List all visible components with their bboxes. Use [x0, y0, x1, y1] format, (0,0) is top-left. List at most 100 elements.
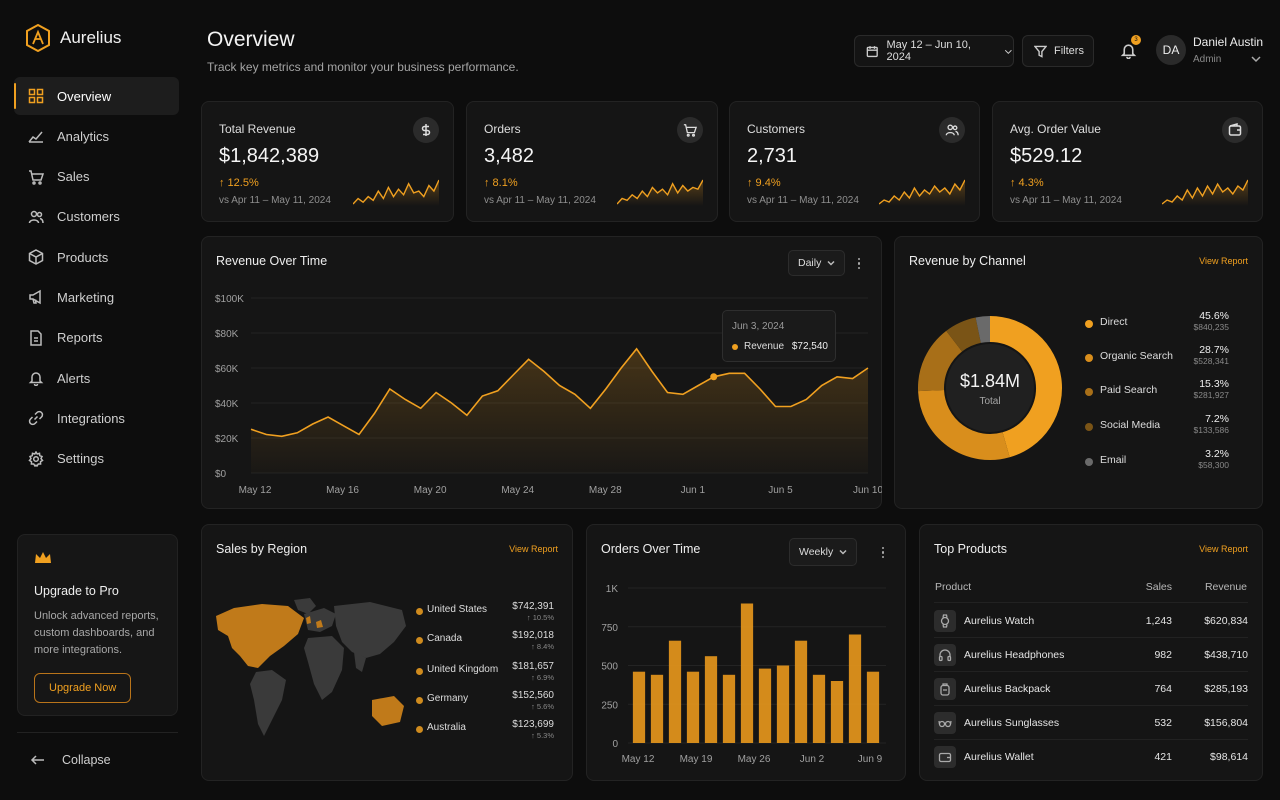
tooltip-date: Jun 3, 2024: [732, 321, 785, 332]
link-icon: [28, 411, 44, 426]
product-revenue: $98,614: [1210, 751, 1248, 763]
sparkline-area: [617, 180, 703, 206]
calendar-icon: [866, 45, 878, 57]
avatar[interactable]: DA: [1156, 35, 1186, 65]
collapse-label: Collapse: [62, 753, 111, 767]
donut-slice: [989, 316, 1062, 458]
sidebar-nav: Overview Analytics Sales Customers Produ…: [14, 77, 179, 480]
orders-chart: 0 250 500 750 1K May 12 May 19 May 26 Jun 2 Jun 9: [601, 584, 886, 765]
table-row[interactable]: Aurelius Headphones 982 $438,710: [934, 639, 1248, 673]
sidebar-item-settings[interactable]: Settings: [14, 440, 179, 478]
tooltip-dot: [732, 344, 738, 350]
card-title: Revenue Over Time: [216, 254, 328, 268]
view-report-link[interactable]: View Report: [1199, 256, 1248, 266]
top-products-card: Top Products View Report: [919, 524, 1263, 781]
kpi-value: 2,731: [747, 145, 798, 167]
channel-value: $528,341: [1193, 356, 1229, 366]
region-change: ↑ 5.3%: [531, 731, 554, 740]
region-change: ↑ 10.5%: [526, 613, 554, 622]
period-select[interactable]: Daily: [788, 250, 846, 276]
table-row[interactable]: Aurelius Backpack 764 $285,193: [934, 673, 1248, 707]
region-row[interactable]: United States $742,391 ↑ 10.5%: [416, 601, 556, 624]
product-name: Aurelius Headphones: [964, 649, 1065, 661]
chart-tooltip: Jun 3, 2024 Revenue $72,540: [722, 310, 836, 362]
product-sales: 982: [1154, 649, 1172, 661]
arrow-left-icon: [30, 755, 44, 765]
period-select[interactable]: Weekly: [789, 538, 858, 566]
map-uk: [306, 616, 311, 624]
sidebar-item-reports[interactable]: Reports: [14, 319, 179, 357]
channel-row[interactable]: Email 3.2% $58,300: [1085, 448, 1243, 482]
sidebar-item-products[interactable]: Products: [14, 238, 179, 276]
brand[interactable]: Aurelius: [26, 24, 121, 52]
more-options-icon[interactable]: [876, 545, 890, 561]
kpi-change: ↑ 9.4%: [747, 177, 781, 189]
sidebar-item-marketing[interactable]: Marketing: [14, 278, 179, 316]
upgrade-description: Unlock advanced reports, custom dashboar…: [34, 610, 159, 656]
kpi-compare: vs Apr 11 – May 11, 2024: [1010, 195, 1122, 206]
date-range-picker[interactable]: May 12 – Jun 10, 2024: [854, 35, 1014, 67]
map-south-america: [250, 670, 286, 736]
more-options-icon[interactable]: [852, 256, 866, 272]
view-report-link[interactable]: View Report: [509, 544, 558, 554]
channel-dot: [1085, 354, 1093, 362]
region-row[interactable]: United Kingdom $181,657 ↑ 6.9%: [416, 661, 556, 684]
bar: [848, 634, 862, 743]
region-value: $742,391: [512, 601, 554, 612]
filter-icon: [1034, 45, 1047, 58]
sidebar-item-overview[interactable]: Overview: [14, 77, 179, 115]
channel-dot: [1085, 423, 1093, 431]
x-tick-label: May 24: [501, 485, 534, 496]
sidebar-item-label: Customers: [57, 209, 120, 225]
bar: [830, 681, 844, 743]
column-header-revenue: Revenue: [1204, 581, 1247, 593]
table-row[interactable]: Aurelius Wallet 421 $98,614: [934, 741, 1248, 775]
region-row[interactable]: Australia $123,699 ↑ 5.3%: [416, 719, 556, 742]
map-africa: [304, 636, 344, 700]
sidebar-item-customers[interactable]: Customers: [14, 198, 179, 236]
region-row[interactable]: Canada $192,018 ↑ 8.4%: [416, 630, 556, 653]
channel-row[interactable]: Organic Search 28.7% $528,341: [1085, 344, 1243, 378]
notifications-button[interactable]: [1120, 42, 1138, 60]
product-thumbnail: [934, 644, 956, 666]
chevron-down-icon: [1005, 49, 1013, 54]
sparkline-area: [1162, 180, 1248, 206]
product-thumbnail: [934, 610, 956, 632]
channel-row[interactable]: Direct 45.6% $840,235: [1085, 310, 1243, 344]
x-tick-label: May 12: [239, 485, 272, 496]
y-tick-label: $0: [215, 469, 227, 480]
product-sales: 1,243: [1145, 615, 1172, 627]
revenue-area: [251, 348, 868, 473]
channel-row[interactable]: Social Media 7.2% $133,586: [1085, 413, 1243, 447]
sidebar-item-integrations[interactable]: Integrations: [14, 399, 179, 437]
table-row[interactable]: Aurelius Watch 1,243 $620,834: [934, 605, 1248, 639]
sidebar-item-analytics[interactable]: Analytics: [14, 117, 179, 155]
x-tick-label: Jun 10: [853, 485, 882, 496]
y-tick-label: $100K: [215, 294, 244, 305]
collapse-button[interactable]: Collapse: [30, 752, 111, 768]
upgrade-card: Upgrade to Pro Unlock advanced reports, …: [17, 534, 178, 716]
view-report-link[interactable]: View Report: [1199, 544, 1248, 554]
bar: [740, 603, 754, 743]
product-revenue: $285,193: [1204, 683, 1248, 695]
upgrade-title: Upgrade to Pro: [34, 584, 119, 598]
donut-total-label: Total: [979, 396, 1001, 407]
sparkline-line: [617, 179, 703, 205]
x-tick-label: Jun 5: [768, 485, 793, 496]
region-row[interactable]: Germany $152,560 ↑ 5.6%: [416, 690, 556, 713]
product-thumbnail: [934, 678, 956, 700]
x-tick-label: May 26: [738, 754, 771, 765]
upgrade-now-button[interactable]: Upgrade Now: [34, 673, 132, 703]
sidebar-item-label: Products: [57, 249, 109, 265]
product-name: Aurelius Watch: [964, 615, 1035, 627]
sidebar-item-sales[interactable]: Sales: [14, 158, 179, 196]
sidebar-item-alerts[interactable]: Alerts: [14, 359, 179, 397]
channel-row[interactable]: Paid Search 15.3% $281,927: [1085, 378, 1243, 412]
kpi-sparkline: [1162, 179, 1248, 206]
table-row[interactable]: Aurelius Sunglasses 532 $156,804: [934, 707, 1248, 741]
chevron-down-icon[interactable]: [1251, 54, 1261, 64]
user-name[interactable]: Daniel Austin: [1193, 35, 1264, 49]
kpi-title: Avg. Order Value: [1010, 122, 1101, 136]
channel-dot: [1085, 388, 1093, 396]
filters-button[interactable]: Filters: [1022, 35, 1094, 67]
